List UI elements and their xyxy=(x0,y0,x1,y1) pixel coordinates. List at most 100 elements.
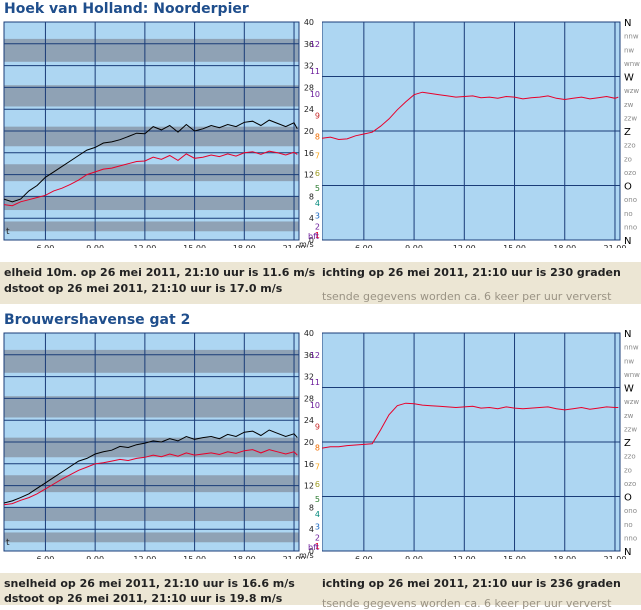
direction-tick-label: wzw xyxy=(624,87,639,95)
beaufort-band xyxy=(4,221,299,232)
x-tick-label: 21.00 xyxy=(283,555,306,559)
y-tick-label-ms: 0 xyxy=(309,547,314,556)
direction-tick-label: zo xyxy=(624,155,632,163)
update-note-2: tsende gegevens worden ca. 6 keer per uu… xyxy=(322,597,612,610)
wind-speed-chart-1: 6.009.0012.0015.0018.0021.00048121620242… xyxy=(3,18,320,248)
beaufort-band xyxy=(4,532,299,543)
direction-readout-1: ichting op 26 mei 2011, 21:10 uur is 230… xyxy=(322,266,621,279)
x-tick-label: 15.00 xyxy=(183,244,206,248)
plot-frame xyxy=(322,332,621,552)
x-tick-label: 9.00 xyxy=(405,555,423,559)
direction-tick-label: nnw xyxy=(624,344,639,352)
beaufort-band xyxy=(4,437,299,458)
y-tick-label-ms: 8 xyxy=(309,192,314,201)
y-tick-label-ms: 12 xyxy=(304,171,314,180)
x-tick-label: 15.00 xyxy=(183,555,206,559)
y-tick-label-ms: 4 xyxy=(309,214,314,223)
x-tick-label: 18.00 xyxy=(233,244,256,248)
y-unit-ms: m/s xyxy=(299,240,314,248)
y-tick-label-ms: 24 xyxy=(304,105,314,114)
beaufort-band xyxy=(4,196,299,211)
station-title-2: Brouwershavense gat 2 xyxy=(4,312,191,328)
speed-readout-1: elheid 10m. op 26 mei 2011, 21:10 uur is… xyxy=(4,266,316,279)
y-tick-label-bft: 12 xyxy=(310,351,320,360)
x-tick-label: 21.00 xyxy=(604,555,627,559)
series-line-direction xyxy=(322,402,619,449)
direction-tick-label: zzw xyxy=(624,425,637,433)
y-tick-label-bft: 2 xyxy=(315,533,320,542)
y-tick-label-bft: 12 xyxy=(310,40,320,49)
beaufort-band xyxy=(4,396,299,418)
direction-tick-label: zw xyxy=(624,412,634,420)
direction-tick-label: wnw xyxy=(624,60,640,68)
gust-readout-2: dstoot op 26 mei 2011, 21:10 uur is 19.8… xyxy=(4,592,283,605)
y-tick-label-bft: 7 xyxy=(315,463,320,472)
x-tick-label: 12.00 xyxy=(133,555,156,559)
x-tick-label: 15.00 xyxy=(503,555,526,559)
y-tick-label-bft: 5 xyxy=(315,184,320,193)
wind-speed-chart-2: 6.009.0012.0015.0018.0021.00048121620242… xyxy=(3,329,320,559)
corner-label: t xyxy=(6,227,10,237)
y-tick-label-ms: 12 xyxy=(304,482,314,491)
y-tick-label-bft: 7 xyxy=(315,152,320,161)
corner-label: t xyxy=(6,538,10,548)
direction-tick-label: no xyxy=(624,210,633,218)
direction-tick-label: no xyxy=(624,521,633,529)
y-tick-label-bft: 2 xyxy=(315,222,320,231)
x-tick-label: 6.00 xyxy=(355,244,373,248)
beaufort-band xyxy=(4,349,299,373)
y-tick-label-ms: 40 xyxy=(304,18,314,27)
wind-direction-chart-1: 6.009.0012.0015.0018.0021.00NnnwnwwnwWwz… xyxy=(322,18,640,248)
direction-readout-2: ichting op 26 mei 2011, 21:10 uur is 236… xyxy=(322,577,621,590)
x-tick-label: 6.00 xyxy=(37,555,55,559)
y-tick-label-ms: 28 xyxy=(304,394,314,403)
direction-tick-label: O xyxy=(624,493,632,504)
x-tick-label: 18.00 xyxy=(233,555,256,559)
y-tick-label-bft: 11 xyxy=(310,67,320,76)
x-tick-label: 6.00 xyxy=(37,244,55,248)
beaufort-band xyxy=(4,475,299,493)
info-panel-1: elheid 10m. op 26 mei 2011, 21:10 uur is… xyxy=(0,262,641,304)
direction-tick-label: ono xyxy=(624,196,637,204)
y-tick-label-bft: 3 xyxy=(315,211,320,220)
series-line-direction xyxy=(322,91,619,141)
y-unit-bft: bft xyxy=(308,543,319,552)
direction-tick-label: N xyxy=(624,18,631,29)
direction-tick-label: zzw xyxy=(624,114,637,122)
y-unit-ms: m/s xyxy=(299,551,314,559)
direction-tick-label: nw xyxy=(624,357,634,365)
y-tick-label-bft: 1 xyxy=(315,231,320,240)
y-tick-label-ms: 0 xyxy=(309,236,314,245)
y-tick-label-ms: 20 xyxy=(304,127,314,136)
direction-tick-label: O xyxy=(624,182,632,193)
y-tick-label-bft: 10 xyxy=(310,401,320,410)
y-tick-label-ms: 24 xyxy=(304,416,314,425)
direction-tick-label: N xyxy=(624,236,631,247)
update-note-1: tsende gegevens worden ca. 6 keer per uu… xyxy=(322,290,612,303)
y-tick-label-ms: 40 xyxy=(304,329,314,338)
wind-direction-chart-2: 6.009.0012.0015.0018.0021.00NnnwnwwnwWwz… xyxy=(322,329,640,559)
direction-tick-label: N xyxy=(624,547,631,558)
y-tick-label-ms: 16 xyxy=(304,149,314,158)
speed-readout-2: snelheid op 26 mei 2011, 21:10 uur is 16… xyxy=(4,577,295,590)
series-line-speed xyxy=(3,150,298,207)
x-tick-label: 12.00 xyxy=(133,244,156,248)
plot-frame xyxy=(3,332,300,552)
beaufort-band xyxy=(4,38,299,62)
direction-tick-label: N xyxy=(624,329,631,340)
beaufort-band xyxy=(4,85,299,107)
y-tick-label-ms: 36 xyxy=(304,351,314,360)
series-line-gust xyxy=(3,429,298,504)
plot-frame xyxy=(3,21,300,241)
y-tick-label-bft: 5 xyxy=(315,495,320,504)
y-tick-label-bft: 1 xyxy=(315,542,320,551)
direction-tick-label: wzw xyxy=(624,398,639,406)
direction-tick-label: nw xyxy=(624,46,634,54)
direction-tick-label: W xyxy=(624,73,634,84)
y-tick-label-bft: 8 xyxy=(315,132,320,141)
y-tick-label-bft: 4 xyxy=(315,510,320,519)
direction-tick-label: ozo xyxy=(624,169,636,177)
beaufort-band xyxy=(4,126,299,147)
direction-tick-label: W xyxy=(624,384,634,395)
x-tick-label: 15.00 xyxy=(503,244,526,248)
